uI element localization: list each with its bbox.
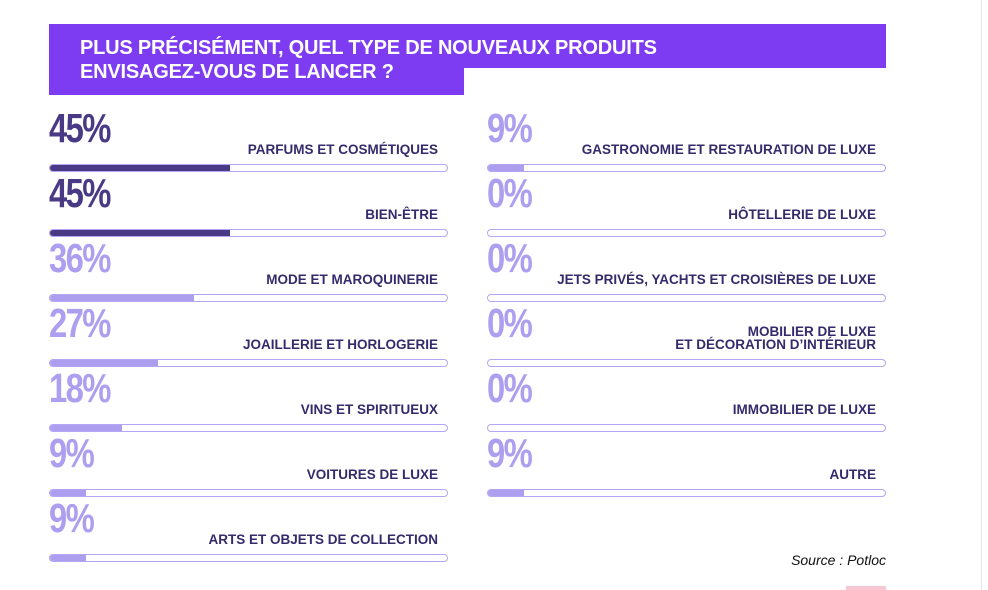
bar-item: 0% IMMOBILIER DE LUXE <box>487 365 886 432</box>
category-label: IMMOBILIER DE LUXE <box>732 402 876 417</box>
title-band <box>49 24 886 68</box>
value-label: 9% <box>49 495 95 541</box>
bar-item: 0% MOBILIER DE LUXE ET DÉCORATION D’INTÉR… <box>487 300 886 367</box>
category-label: VINS ET SPIRITUEUX <box>300 402 438 417</box>
category-label: ARTS ET OBJETS DE COLLECTION <box>208 532 438 547</box>
value-label: 0% <box>487 170 533 216</box>
value-label: 0% <box>487 300 533 346</box>
bar-item: 9% ARTS ET OBJETS DE COLLECTION <box>49 495 448 562</box>
bar-track <box>49 294 448 302</box>
bar-fill <box>488 165 524 171</box>
category-label: MOBILIER DE LUXE ET DÉCORATION D’INTÉRIE… <box>675 324 876 352</box>
source-note: Source : Potloc <box>791 552 886 568</box>
bar-item: 18% VINS ET SPIRITUEUX <box>49 365 448 432</box>
category-label: PARFUMS ET COSMÉTIQUES <box>247 142 438 157</box>
value-label: 45% <box>49 170 111 216</box>
value-label: 18% <box>49 365 111 411</box>
bar-fill <box>488 490 524 496</box>
value-label: 9% <box>49 430 95 476</box>
category-label: JETS PRIVÉS, YACHTS ET CROISIÈRES DE LUX… <box>557 272 876 287</box>
bar-item: 45% BIEN-ÊTRE <box>49 170 448 237</box>
bar-track <box>487 424 886 432</box>
bar-track <box>487 489 886 497</box>
value-label: 9% <box>487 430 533 476</box>
page-edge-rule <box>981 0 982 590</box>
category-label: MODE ET MAROQUINERIE <box>266 272 438 287</box>
bar-track <box>49 424 448 432</box>
bar-fill <box>50 490 86 496</box>
bar-track <box>487 294 886 302</box>
category-label: JOAILLERIE ET HORLOGERIE <box>242 337 438 352</box>
category-label: VOITURES DE LUXE <box>306 467 438 482</box>
bar-fill <box>50 165 230 171</box>
bar-track <box>487 229 886 237</box>
corner-mark <box>846 586 886 590</box>
bar-track <box>487 359 886 367</box>
bar-item: 27% JOAILLERIE ET HORLOGERIE <box>49 300 448 367</box>
category-label: GASTRONOMIE ET RESTAURATION DE LUXE <box>581 142 876 157</box>
bar-item: 0% HÔTELLERIE DE LUXE <box>487 170 886 237</box>
bar-item: 9% AUTRE <box>487 430 886 497</box>
bar-track <box>49 489 448 497</box>
bar-track <box>49 359 448 367</box>
bar-fill <box>50 425 122 431</box>
category-label: AUTRE <box>829 467 877 482</box>
bar-fill <box>50 555 86 561</box>
bar-fill <box>50 230 230 236</box>
bar-fill <box>50 360 158 366</box>
bar-item: 0% JETS PRIVÉS, YACHTS ET CROISIÈRES DE L… <box>487 235 886 302</box>
bar-item: 36% MODE ET MAROQUINERIE <box>49 235 448 302</box>
category-label: BIEN-ÊTRE <box>365 207 438 222</box>
value-label: 0% <box>487 365 533 411</box>
category-label: HÔTELLERIE DE LUXE <box>728 207 876 222</box>
value-label: 36% <box>49 235 111 281</box>
bar-fill <box>50 295 194 301</box>
value-label: 0% <box>487 235 533 281</box>
bar-item: 9% GASTRONOMIE ET RESTAURATION DE LUXE <box>487 105 886 172</box>
value-label: 27% <box>49 300 111 346</box>
title-band-tail <box>49 68 464 95</box>
value-label: 45% <box>49 105 111 151</box>
bar-track <box>49 164 448 172</box>
bar-track <box>49 229 448 237</box>
bar-item: 45% PARFUMS ET COSMÉTIQUES <box>49 105 448 172</box>
bar-item: 9% VOITURES DE LUXE <box>49 430 448 497</box>
bar-track <box>49 554 448 562</box>
chart-title: PLUS PRÉCISÉMENT, QUEL TYPE DE NOUVEAUX … <box>80 37 657 83</box>
value-label: 9% <box>487 105 533 151</box>
bar-track <box>487 164 886 172</box>
